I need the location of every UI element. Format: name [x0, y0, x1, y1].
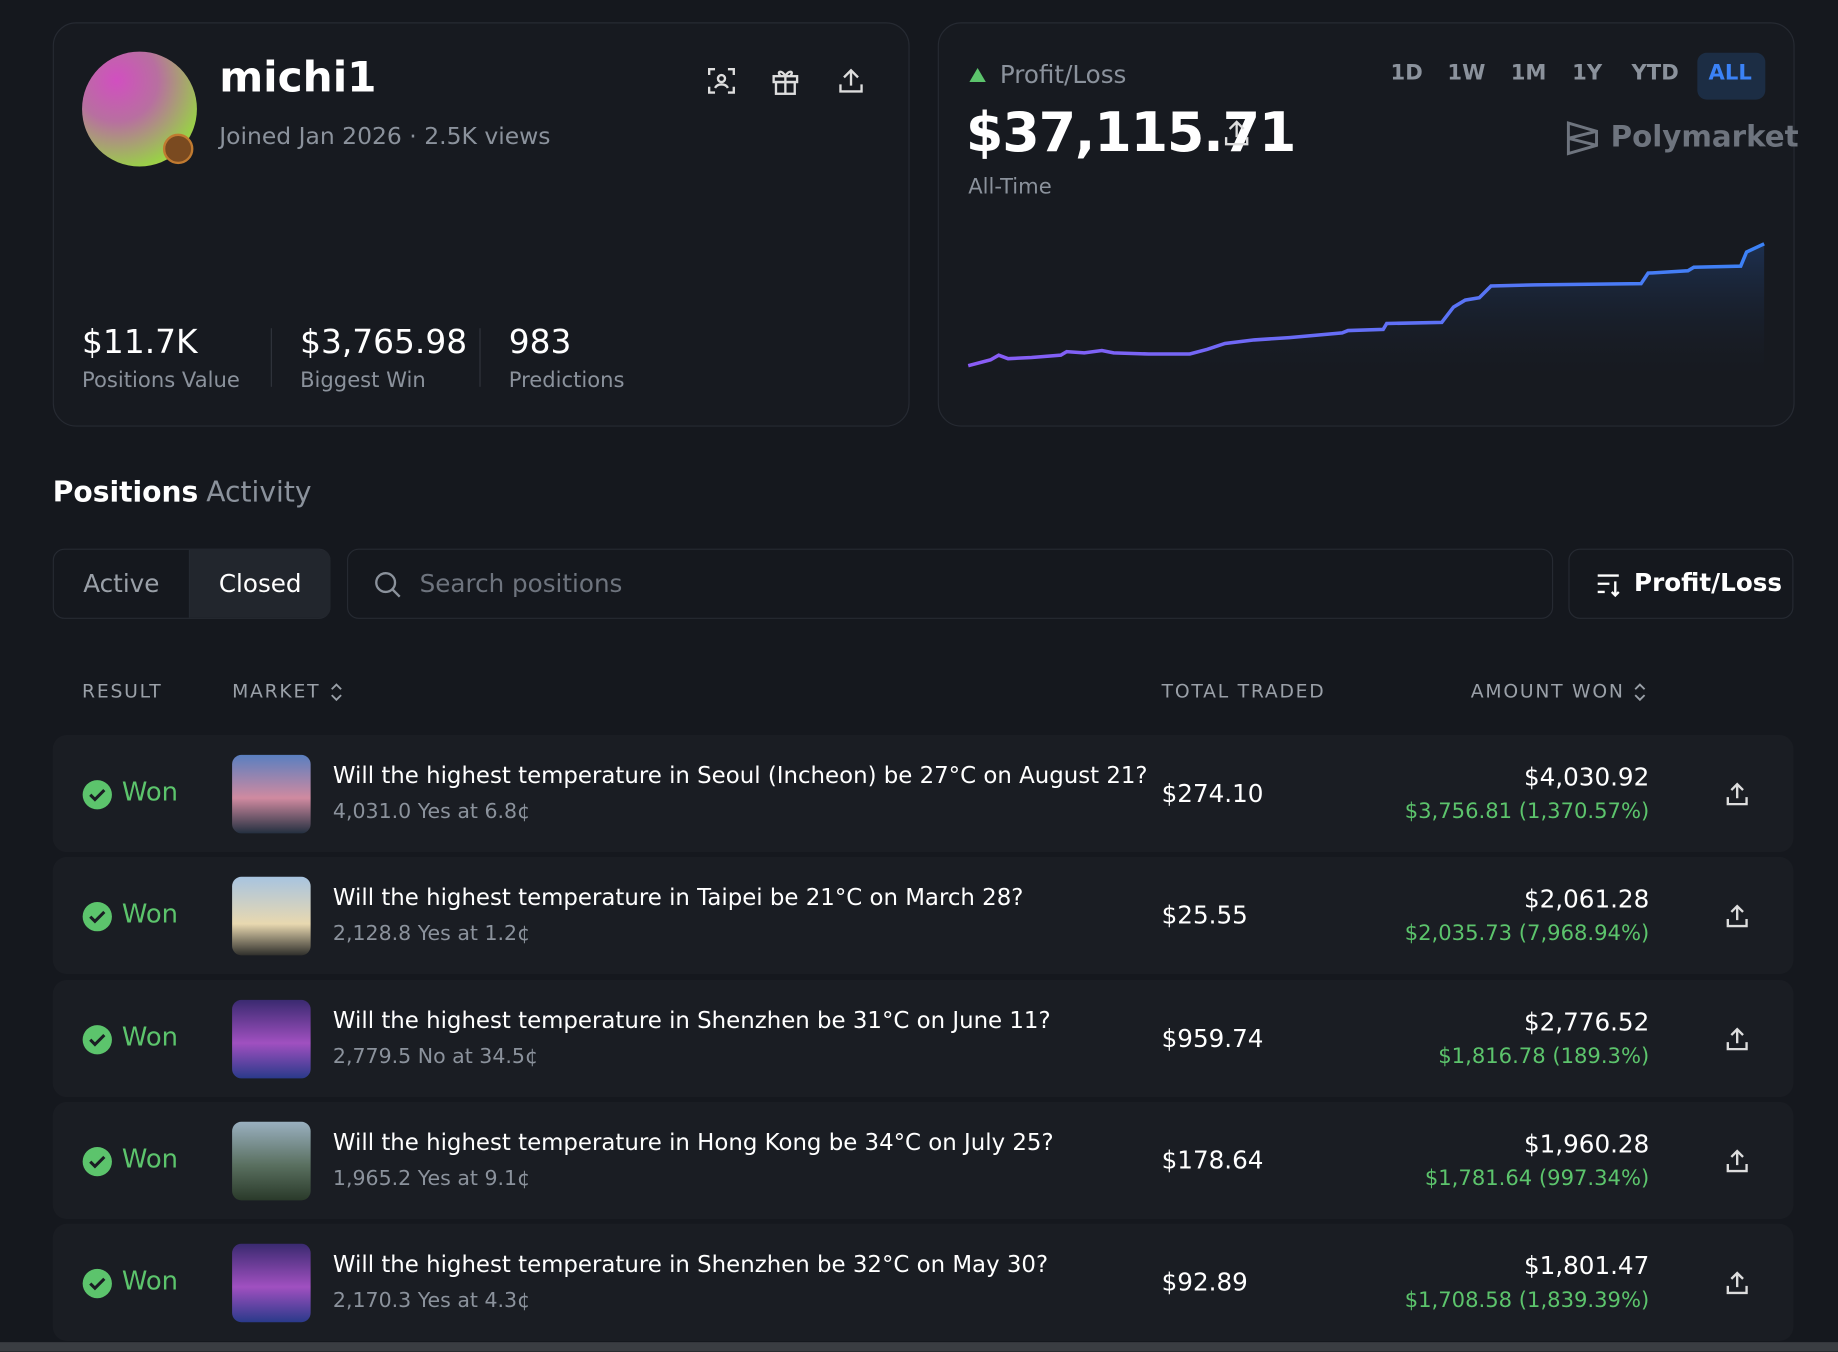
views: 2.5K views [424, 121, 551, 151]
pnl-sparkline [967, 242, 1765, 387]
position-row[interactable] [52, 857, 1794, 975]
profit: $1,781.64 (997.34%) [1424, 1166, 1650, 1191]
amount-won: $2,776.52 [1523, 1007, 1650, 1036]
result: Won [121, 1145, 179, 1175]
result: Won [121, 1022, 179, 1053]
pnl-period: All-Time [968, 174, 1052, 200]
search-box[interactable] [346, 548, 1554, 619]
column-header[interactable]: AMOUNT WON [1470, 679, 1625, 703]
badge [162, 133, 194, 165]
pnl-label: Profit/Loss [999, 60, 1127, 90]
market-title[interactable]: Will the highest temperature in Shenzhen… [332, 1250, 1049, 1278]
stat-value: $11.7K [82, 322, 198, 362]
amount-won: $1,801.47 [1523, 1252, 1650, 1281]
sort-label: Profit/Loss [1634, 568, 1783, 597]
stat-label: Biggest Win [300, 368, 426, 393]
share-icon[interactable] [1224, 120, 1250, 148]
position-row[interactable] [52, 734, 1794, 853]
profile-actions[interactable] [708, 67, 872, 95]
stat-label: Predictions [508, 368, 625, 393]
total-traded: $959.74 [1161, 1024, 1264, 1053]
column-header: TOTAL TRADED [1161, 679, 1326, 703]
total-traded: $25.55 [1161, 901, 1248, 930]
amount-won: $1,960.28 [1523, 1129, 1650, 1158]
search-placeholder: Search positions [419, 569, 623, 598]
result: Won [121, 778, 179, 808]
stat-label: Positions Value [82, 368, 240, 393]
amount-won: $2,061.28 [1523, 885, 1650, 914]
position-row[interactable] [52, 1223, 1794, 1342]
scrollbar [0, 1342, 1838, 1352]
position-detail: 2,170.3 Yes at 4.3¢ [332, 1289, 531, 1314]
result: Won [121, 1267, 179, 1297]
column-header: RESULT [82, 679, 163, 703]
joined: Joined Jan 2026 · 2.5K views [219, 121, 551, 151]
sort-arrows [331, 683, 342, 702]
market-title[interactable]: Will the highest temperature in Taipei b… [332, 884, 1024, 912]
won-icon [82, 1146, 112, 1177]
won-icon [82, 902, 112, 932]
position-detail: 2,128.8 Yes at 1.2¢ [332, 922, 531, 947]
share-button[interactable] [1724, 1147, 1754, 1177]
sort-icon [1597, 574, 1620, 598]
profile-card [52, 22, 910, 427]
market-title[interactable]: Will the highest temperature in Shenzhen… [332, 1006, 1051, 1034]
profit: $3,756.81 (1,370.57%) [1404, 799, 1650, 825]
sort-arrows [1634, 683, 1646, 702]
stat-divider [479, 328, 481, 387]
username: michi1 [219, 53, 377, 102]
stat-divider [270, 328, 272, 387]
result: Won [121, 900, 179, 930]
market-title[interactable]: Will the highest temperature in Seoul (I… [332, 761, 1148, 789]
total-traded: $274.10 [1161, 779, 1264, 808]
won-icon [82, 1024, 112, 1054]
tab[interactable]: Activity [206, 475, 312, 509]
market-thumbnail [232, 877, 311, 956]
search-icon [375, 572, 401, 598]
range-button[interactable]: 1D [1390, 60, 1423, 86]
range-button[interactable]: 1W [1447, 60, 1486, 86]
market-thumbnail [232, 754, 311, 834]
range-button[interactable]: ALL [1708, 60, 1752, 86]
stat-value: $3,765.98 [300, 322, 468, 362]
brand-logo [1566, 121, 1598, 156]
amount-won: $4,030.92 [1523, 763, 1650, 792]
brand: Polymarket [1610, 119, 1799, 154]
profit: $1,708.58 (1,839.39%) [1404, 1288, 1650, 1314]
column-header[interactable]: MARKET [232, 679, 321, 703]
sort-button[interactable] [1568, 548, 1794, 619]
range-active-bg [1697, 52, 1766, 100]
market-thumbnail [232, 999, 311, 1078]
share-button[interactable] [1724, 903, 1754, 933]
profit: $2,035.73 (7,968.94%) [1404, 921, 1650, 947]
stat-value: 983 [508, 322, 572, 362]
won-icon [82, 780, 112, 810]
position-detail: 2,779.5 No at 34.5¢ [332, 1045, 538, 1069]
filter-button[interactable]: Active [83, 569, 160, 598]
share-button[interactable] [1724, 781, 1754, 811]
range-button[interactable]: 1M [1510, 60, 1547, 86]
filter-button[interactable]: Closed [188, 549, 331, 618]
position-row[interactable] [52, 979, 1794, 1097]
won-icon [82, 1269, 112, 1299]
range-button[interactable]: YTD [1631, 60, 1679, 86]
position-detail: 4,031.0 Yes at 6.8¢ [332, 800, 531, 825]
profit: $1,816.78 (189.3%) [1438, 1043, 1650, 1069]
share-button[interactable] [1724, 1025, 1754, 1055]
total-traded: $92.89 [1161, 1268, 1248, 1297]
range-button[interactable]: 1Y [1572, 60, 1603, 86]
pnl-value: $37,115.71 [965, 100, 1297, 165]
market-thumbnail [232, 1243, 311, 1323]
position-row[interactable] [52, 1101, 1794, 1219]
up-triangle [969, 67, 986, 83]
market-title[interactable]: Will the highest temperature in Hong Kon… [332, 1128, 1054, 1156]
share-button[interactable] [1724, 1270, 1754, 1300]
market-thumbnail [232, 1121, 311, 1201]
tab[interactable]: Positions [52, 475, 199, 509]
joined-date: Joined Jan 2026 [219, 121, 402, 151]
total-traded: $178.64 [1161, 1146, 1264, 1175]
position-detail: 1,965.2 Yes at 9.1¢ [332, 1167, 531, 1191]
